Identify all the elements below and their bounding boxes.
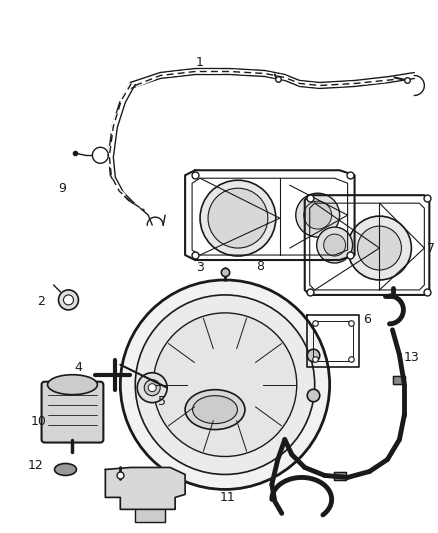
Circle shape — [59, 290, 78, 310]
Text: 6: 6 — [364, 313, 371, 326]
Circle shape — [308, 350, 318, 360]
Polygon shape — [334, 472, 346, 480]
Circle shape — [357, 226, 401, 270]
Ellipse shape — [54, 464, 77, 475]
Circle shape — [208, 188, 268, 248]
Text: 3: 3 — [196, 262, 204, 274]
Circle shape — [324, 234, 346, 256]
Text: 5: 5 — [158, 395, 166, 408]
Ellipse shape — [185, 390, 245, 430]
Circle shape — [308, 390, 318, 400]
Text: 8: 8 — [256, 260, 264, 272]
Text: 2: 2 — [37, 295, 45, 309]
Circle shape — [153, 313, 297, 456]
Polygon shape — [106, 467, 185, 510]
Circle shape — [137, 373, 167, 402]
Ellipse shape — [193, 395, 237, 424]
Circle shape — [120, 280, 330, 489]
Circle shape — [148, 384, 156, 392]
Text: 12: 12 — [28, 459, 43, 472]
Circle shape — [64, 295, 74, 305]
Text: 7: 7 — [427, 241, 435, 255]
Circle shape — [317, 227, 353, 263]
Text: 11: 11 — [220, 491, 236, 504]
Text: 10: 10 — [31, 415, 46, 428]
Circle shape — [296, 193, 339, 237]
Polygon shape — [393, 376, 406, 384]
Circle shape — [348, 216, 411, 280]
Circle shape — [200, 180, 276, 256]
FancyBboxPatch shape — [42, 382, 103, 442]
Circle shape — [135, 295, 314, 474]
Circle shape — [144, 379, 160, 395]
Circle shape — [304, 201, 332, 229]
Text: 9: 9 — [59, 182, 67, 195]
Ellipse shape — [48, 375, 97, 394]
Polygon shape — [135, 510, 165, 522]
Text: 13: 13 — [403, 351, 419, 364]
Text: 4: 4 — [74, 361, 82, 374]
Text: 1: 1 — [196, 56, 204, 69]
